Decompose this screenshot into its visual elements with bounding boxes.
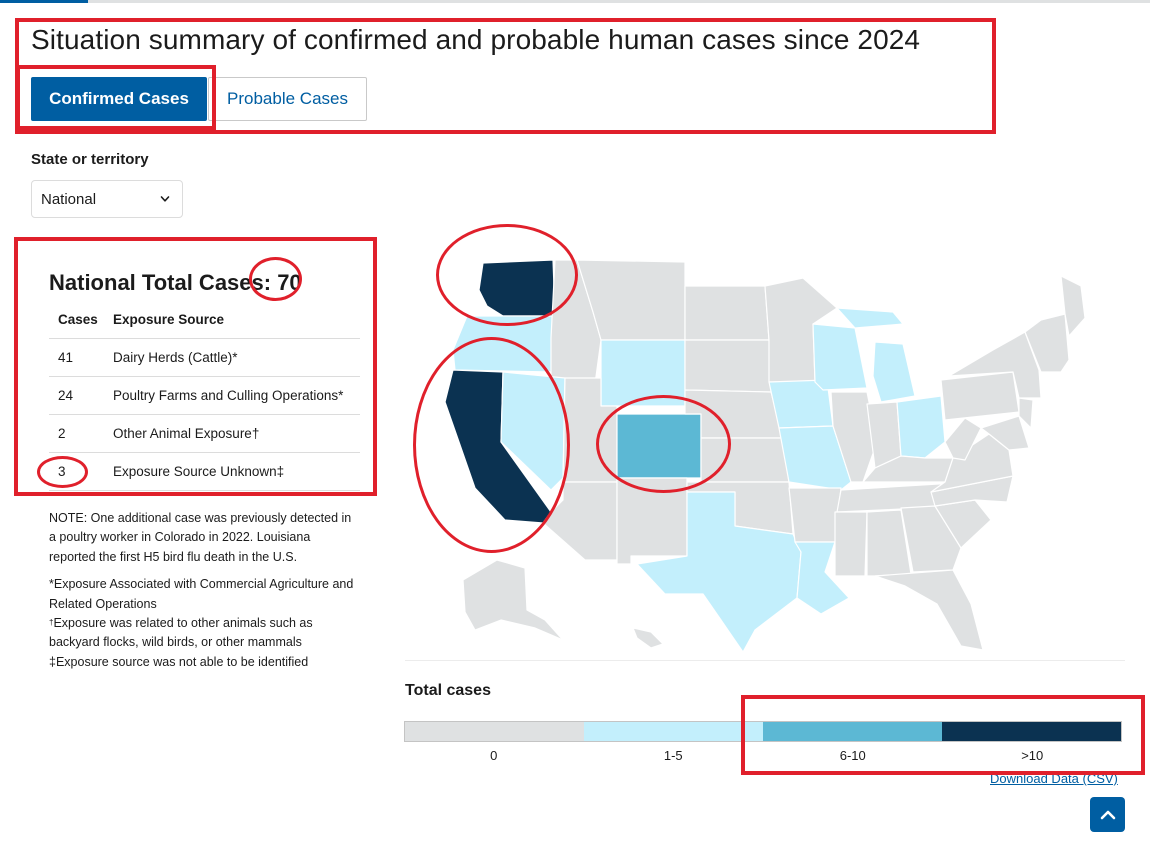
- national-total-heading: National Total Cases: 70: [49, 270, 302, 295]
- us-choropleth-map: [444, 259, 1086, 653]
- legend-swatch-6-10: [763, 722, 942, 741]
- chevron-up-icon: [1100, 810, 1115, 819]
- state-NJ[interactable]: [1018, 397, 1034, 429]
- state-KS[interactable]: [700, 437, 790, 483]
- table-row: 2 Other Animal Exposure†: [49, 414, 360, 453]
- legend-label-6-10: 6-10: [839, 748, 866, 763]
- cases-cell: 24: [49, 376, 104, 415]
- legend-label-1-5: 1-5: [663, 748, 683, 763]
- state-PA[interactable]: [940, 371, 1020, 421]
- state-AZ[interactable]: [542, 481, 618, 561]
- cases-cell: 2: [49, 414, 104, 453]
- state-WI[interactable]: [812, 323, 868, 391]
- state-AR[interactable]: [788, 487, 842, 543]
- state-MO[interactable]: [778, 425, 852, 491]
- footnote-commercial: *Exposure Associated with Commercial Agr…: [49, 577, 354, 611]
- notes-block: NOTE: One additional case was previously…: [49, 509, 359, 672]
- state-GA[interactable]: [900, 505, 962, 573]
- state-NY[interactable]: [948, 331, 1042, 399]
- state-WY[interactable]: [600, 339, 686, 407]
- exposure-table: Cases Exposure Source 41 Dairy Herds (Ca…: [49, 301, 360, 491]
- state-filter-label: State or territory: [31, 151, 149, 168]
- top-strip-accent: [0, 0, 88, 3]
- state-ND[interactable]: [684, 285, 770, 341]
- exposure-source-cell: Other Animal Exposure†: [104, 414, 360, 453]
- download-data-link[interactable]: Download Data (CSV): [990, 771, 1118, 786]
- map-divider: [405, 660, 1125, 661]
- state-OR[interactable]: [452, 315, 556, 373]
- table-header-row: Cases Exposure Source: [49, 301, 360, 339]
- footnote-other-animal-text: Exposure was related to other animals su…: [49, 616, 313, 650]
- state-FL[interactable]: [874, 569, 984, 651]
- state-ME[interactable]: [1060, 275, 1086, 337]
- state-WV[interactable]: [944, 417, 982, 461]
- legend-label-0: 0: [490, 748, 498, 763]
- back-to-top-button[interactable]: [1090, 797, 1125, 832]
- state-AK[interactable]: [462, 559, 564, 641]
- column-header-exposure-source: Exposure Source: [104, 301, 360, 339]
- state-MI-UP[interactable]: [836, 307, 904, 329]
- tab-confirmed-cases[interactable]: Confirmed Cases: [31, 77, 207, 121]
- exposure-source-cell: Exposure Source Unknown‡: [104, 452, 360, 491]
- table-row: 24 Poultry Farms and Culling Operations*: [49, 376, 360, 415]
- state-MS[interactable]: [834, 511, 868, 577]
- note-text: NOTE: One additional case was previously…: [49, 511, 352, 564]
- state-HI[interactable]: [632, 627, 664, 649]
- dagger-mark: †: [49, 618, 54, 628]
- legend-swatch-over-10: [942, 722, 1121, 741]
- table-row: 3 Exposure Source Unknown‡: [49, 452, 360, 491]
- chevron-down-icon: [160, 196, 170, 202]
- state-LA[interactable]: [794, 541, 850, 615]
- column-header-cases: Cases: [49, 301, 104, 339]
- page-title: Situation summary of confirmed and proba…: [31, 24, 921, 55]
- tab-probable-cases[interactable]: Probable Cases: [208, 77, 367, 121]
- state-select[interactable]: National: [31, 180, 183, 218]
- legend-color-bar: [404, 721, 1122, 742]
- cases-cell: 41: [49, 338, 104, 377]
- legend-swatch-1-5: [584, 722, 763, 741]
- state-CO[interactable]: [616, 413, 702, 479]
- state-OH[interactable]: [896, 395, 946, 459]
- cases-cell: 3: [49, 452, 104, 491]
- state-MD-DE[interactable]: [980, 415, 1030, 451]
- table-row: 41 Dairy Herds (Cattle)*: [49, 338, 360, 377]
- state-NM[interactable]: [616, 477, 688, 565]
- legend-labels: 0 1-5 6-10 >10: [404, 748, 1122, 763]
- state-TX[interactable]: [636, 491, 802, 653]
- state-WA[interactable]: [478, 259, 556, 317]
- exposure-source-cell: Poultry Farms and Culling Operations*: [104, 376, 360, 415]
- footnotes: *Exposure Associated with Commercial Agr…: [49, 575, 359, 672]
- top-strip: [0, 0, 1150, 3]
- legend-swatch-0: [405, 722, 584, 741]
- footnote-unknown: ‡Exposure source was not able to be iden…: [49, 654, 309, 669]
- state-SD[interactable]: [684, 339, 772, 393]
- legend-label-over-10: >10: [1021, 748, 1044, 763]
- state-MI[interactable]: [872, 341, 916, 403]
- legend-title: Total cases: [405, 682, 491, 699]
- state-NV[interactable]: [500, 371, 566, 491]
- footnote-other-animal: †Exposure was related to other animals s…: [49, 614, 359, 653]
- exposure-source-cell: Dairy Herds (Cattle)*: [104, 338, 360, 377]
- state-select-value: National: [41, 190, 97, 208]
- state-NE-states[interactable]: [1024, 313, 1070, 373]
